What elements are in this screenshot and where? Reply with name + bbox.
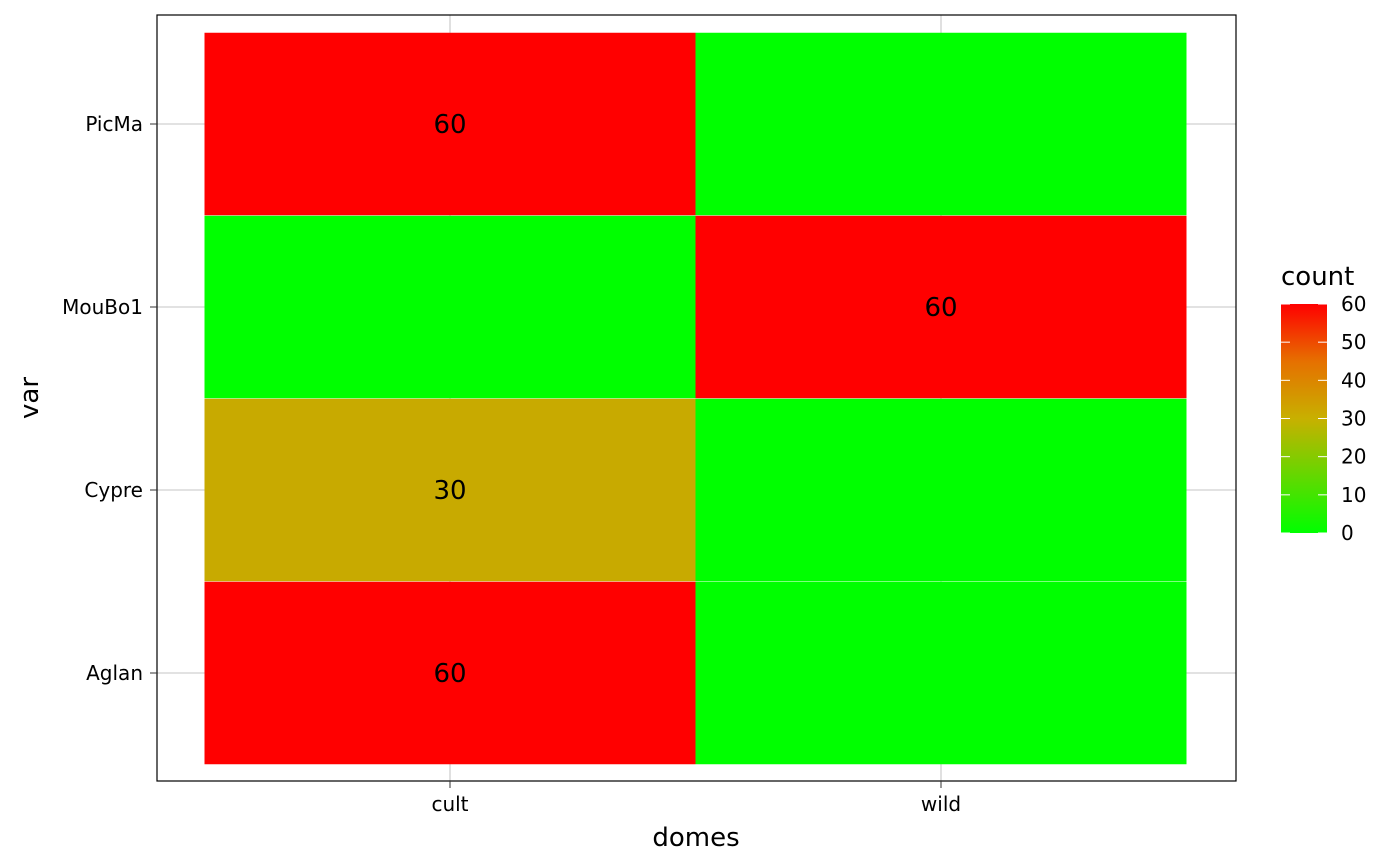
- heatmap-cell: [695, 581, 1187, 765]
- cell-value-label: 30: [433, 476, 466, 506]
- legend-tick-label: 40: [1341, 368, 1366, 392]
- heatmap-cell: [695, 398, 1187, 582]
- legend: count 0 10 20 30 40 50 60: [1281, 262, 1366, 545]
- heatmap-cell: [204, 581, 696, 765]
- axes: cult wild Aglan Cypre MouBo1 PicMa: [62, 112, 961, 816]
- legend-tick-label: 20: [1341, 445, 1366, 469]
- y-tick-label: Aglan: [86, 661, 143, 685]
- cell-value-label: 60: [924, 293, 957, 323]
- legend-ticks: 0 10 20 30 40 50 60: [1281, 292, 1366, 545]
- legend-tick-label: 0: [1341, 521, 1354, 545]
- cell-labels: 60 30 60 60: [433, 110, 957, 689]
- cell-value-label: 60: [433, 110, 466, 140]
- heatmap-cell: [204, 215, 696, 399]
- legend-tick-label: 60: [1341, 292, 1366, 316]
- x-tick-label: cult: [431, 792, 468, 816]
- legend-title: count: [1281, 262, 1354, 292]
- cell-value-label: 60: [433, 659, 466, 689]
- x-axis-title: domes: [652, 823, 739, 853]
- heatmap-cell: [204, 398, 696, 582]
- heatmap-cell: [695, 32, 1187, 216]
- x-tick-label: wild: [921, 792, 961, 816]
- heatmap-cell: [695, 215, 1187, 399]
- heatmap-cell: [204, 32, 696, 216]
- y-tick-label: MouBo1: [62, 295, 143, 319]
- legend-tick-label: 30: [1341, 407, 1366, 431]
- y-axis-title: var: [15, 377, 45, 419]
- legend-tick-label: 50: [1341, 330, 1366, 354]
- legend-tick-label: 10: [1341, 483, 1366, 507]
- panel-border: [156, 14, 1237, 782]
- y-tick-label: Cypre: [84, 478, 143, 502]
- heatmap-cells: [204, 32, 1187, 765]
- y-tick-label: PicMa: [85, 112, 143, 136]
